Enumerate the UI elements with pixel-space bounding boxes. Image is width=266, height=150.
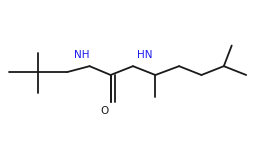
Text: O: O: [101, 106, 109, 116]
Text: HN: HN: [137, 50, 153, 60]
Text: NH: NH: [74, 50, 89, 60]
